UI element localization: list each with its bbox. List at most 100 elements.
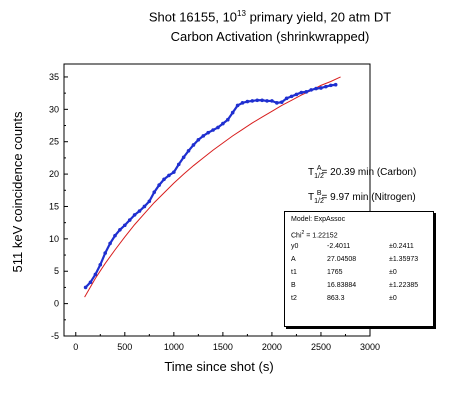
data-point <box>240 101 245 105</box>
x-tick-label: 1500 <box>213 342 233 352</box>
fit-param-value: 863.3 <box>327 295 345 302</box>
fit-param-name: t1 <box>291 269 297 276</box>
fit-param-row: y0 -2.4011 ±0.2411 <box>291 243 414 250</box>
data-point <box>230 110 235 115</box>
data-point <box>319 86 323 90</box>
data-point <box>314 86 318 91</box>
data-point <box>221 121 225 126</box>
data-point <box>181 155 186 160</box>
x-tick-label: 3000 <box>360 342 380 352</box>
data-point <box>265 99 269 103</box>
data-point <box>176 162 181 167</box>
data-point <box>270 99 274 103</box>
halflife-annotation: T1/2A= 20.39 min (Carbon) T1/2B= 9.97 mi… <box>308 160 416 210</box>
y-tick-label: 10 <box>49 234 59 244</box>
fit-param-name: y0 <box>291 243 299 250</box>
fit-param-value: 1765 <box>327 269 343 276</box>
data-point <box>299 90 304 95</box>
data-point <box>309 88 313 92</box>
data-point <box>152 190 157 195</box>
data-point <box>191 143 196 147</box>
data-point <box>245 99 250 104</box>
x-tick-label: 500 <box>117 342 132 352</box>
data-point <box>83 285 88 290</box>
data-point <box>250 99 255 103</box>
fit-param-value: -2.4011 <box>327 243 351 250</box>
data-point <box>216 125 220 130</box>
data-point <box>118 227 122 232</box>
data-point <box>275 101 279 105</box>
data-point <box>211 128 215 132</box>
y-tick-label: 15 <box>49 201 59 211</box>
data-point <box>88 280 93 285</box>
data-point <box>93 272 98 277</box>
data-point <box>103 251 107 255</box>
fit-param-name: t2 <box>291 295 297 302</box>
x-tick-label: 2000 <box>262 342 282 352</box>
halflife-carbon: T1/2A= 20.39 min (Carbon) <box>308 165 417 180</box>
data-point <box>225 117 230 122</box>
fit-param-error: ±0 <box>389 269 397 276</box>
fit-param-row: A 27.04508 ±1.35973 <box>291 256 418 263</box>
x-axis-title: Time since shot (s) <box>164 359 273 374</box>
data-point <box>147 199 152 204</box>
fit-param-error: ±1.22385 <box>389 282 419 289</box>
data-point <box>98 262 103 267</box>
data-point <box>333 82 338 87</box>
fit-param-row: B 16.83884 ±1.22385 <box>291 282 418 289</box>
halflife-nitrogen: T1/2B= 9.97 min (Nitrogen) <box>308 190 416 205</box>
data-point <box>172 170 176 174</box>
x-tick-label: 0 <box>73 342 78 352</box>
chart-title: Shot 16155, 1013 primary yield, 20 atm D… <box>120 4 420 47</box>
y-tick-label: 25 <box>49 137 59 147</box>
y-axis-title: 511 keV coincidence counts <box>10 111 25 272</box>
y-tick-label: -5 <box>51 331 59 341</box>
data-point <box>235 103 240 108</box>
data-point <box>142 204 147 209</box>
data-point <box>162 177 166 182</box>
data-trace <box>84 83 336 289</box>
data-point <box>196 137 201 142</box>
fit-param-error: ±0 <box>389 295 397 302</box>
data-point <box>324 84 328 89</box>
fit-chi: Chi2 = 1.22152 <box>291 230 338 240</box>
data-point <box>127 218 132 222</box>
data-point <box>113 233 117 238</box>
fit-param-name: B <box>291 282 296 289</box>
fit-param-value: 27.04508 <box>327 256 357 263</box>
data-point <box>132 213 137 217</box>
fit-line <box>84 76 341 298</box>
fit-param-error: ±1.35973 <box>389 256 419 263</box>
y-tick-label: 0 <box>54 299 59 309</box>
data-point <box>304 90 309 94</box>
data-point <box>137 209 142 213</box>
y-tick-label: 5 <box>54 266 59 276</box>
data-point <box>206 130 210 135</box>
title-line-2: Carbon Activation (shrinkwrapped) <box>170 29 370 45</box>
data-point <box>294 92 299 97</box>
fit-param-row: t2 863.3 ±0 <box>291 295 397 302</box>
data-point <box>123 223 127 228</box>
y-tick-label: 35 <box>49 72 59 82</box>
data-point <box>328 83 333 88</box>
data-point <box>108 241 112 246</box>
x-tick-label: 1000 <box>164 342 184 352</box>
plot-frame <box>63 63 371 337</box>
data-point <box>167 173 171 178</box>
fit-param-name: A <box>291 256 296 263</box>
data-point <box>186 148 191 153</box>
fit-param-value: 16.83884 <box>327 282 357 289</box>
fit-param-row: t1 1765 ±0 <box>291 269 397 276</box>
data-point <box>157 183 161 187</box>
fit-model: Model: ExpAssoc <box>291 216 346 223</box>
data-point <box>279 100 284 105</box>
title-line-1: Shot 16155, 1013 primary yield, 20 atm D… <box>148 9 392 25</box>
fit-param-error: ±0.2411 <box>389 243 414 250</box>
y-tick-label: 30 <box>49 104 59 114</box>
x-tick-label: 2500 <box>311 342 331 352</box>
data-point <box>284 96 289 101</box>
y-tick-label: 20 <box>49 169 59 179</box>
data-point <box>260 98 264 103</box>
data-point <box>289 94 294 99</box>
